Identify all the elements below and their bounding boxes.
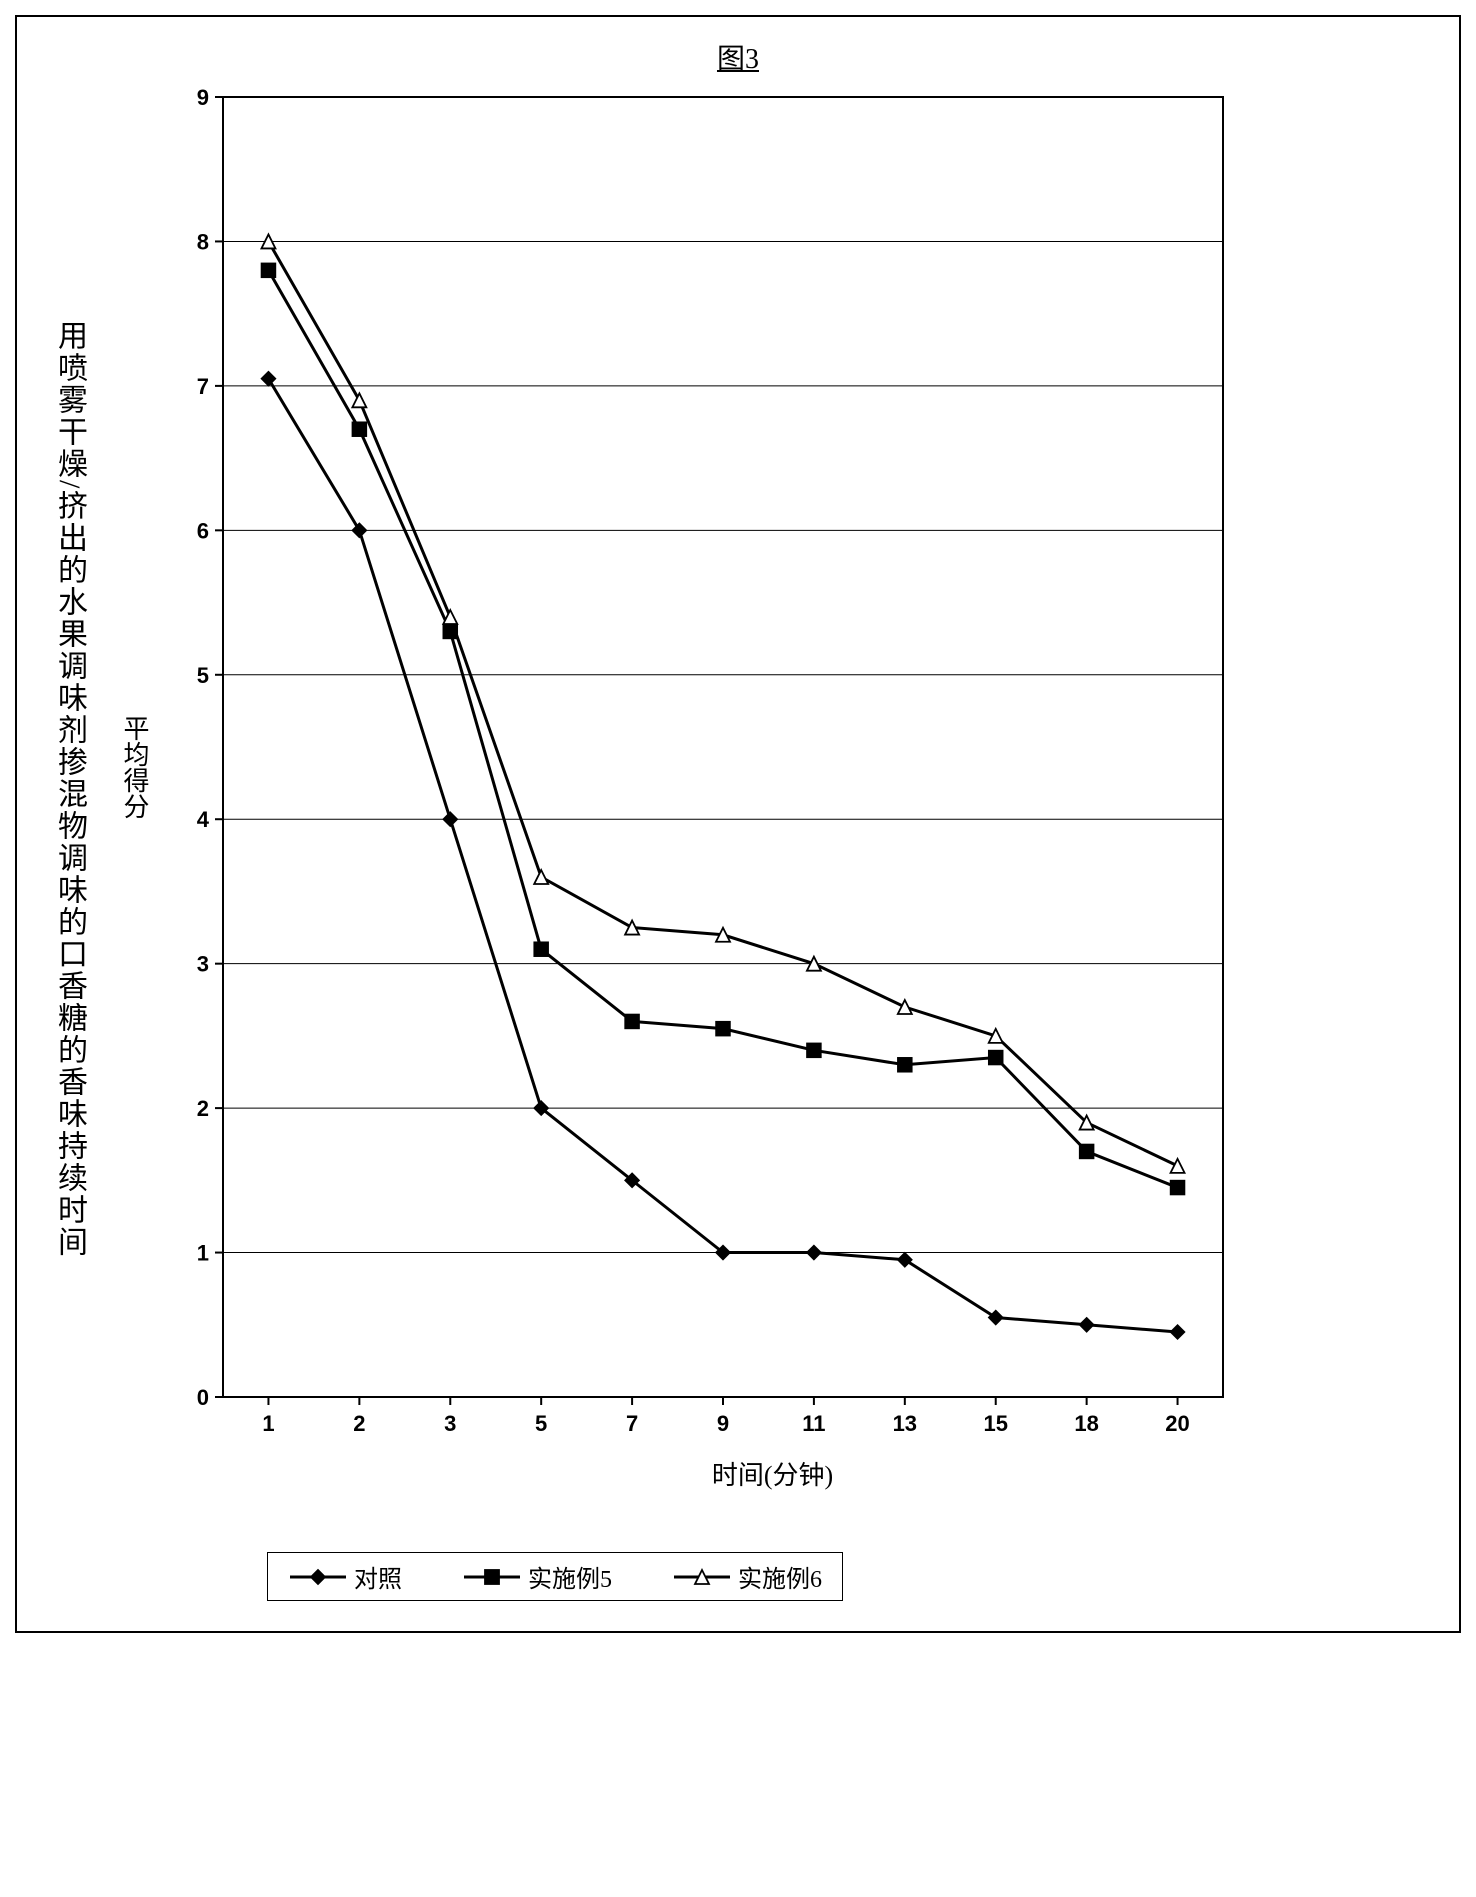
legend-item: 实施例6 [672,1559,822,1594]
legend-item: 实施例5 [462,1559,612,1594]
svg-text:11: 11 [802,1411,825,1436]
line-chart: 0 1 2 3 4 5 6 7 8 9 1 2 3 5 7 9 11 13 15 18 20 [163,87,1243,1447]
svg-text:20: 20 [1165,1411,1189,1436]
svg-text:0: 0 [197,1385,209,1410]
chart-container: 平均得分 0 1 2 3 4 5 6 7 8 9 1 2 3 5 7 9 11 13 15 18 20 时间(分钟) [116,87,1429,1492]
svg-text:7: 7 [197,374,209,399]
svg-text:2: 2 [353,1411,365,1436]
svg-text:7: 7 [626,1411,638,1436]
chart-row: 用喷雾干燥/挤出的水果调味剂掺混物调味的口香糖的香味持续时间 平均得分 0 1 2 3… [47,87,1429,1492]
figure-frame: 图3 用喷雾干燥/挤出的水果调味剂掺混物调味的口香糖的香味持续时间 平均得分 0… [15,15,1461,1633]
svg-text:15: 15 [983,1411,1007,1436]
svg-text:9: 9 [197,87,209,110]
legend-label: 实施例5 [528,1559,612,1594]
y-axis-label: 平均得分 [116,715,153,819]
svg-text:18: 18 [1074,1411,1098,1436]
legend-box: 对照 实施例5 实施例6 [267,1552,843,1601]
svg-text:9: 9 [717,1411,729,1436]
legend-container: 对照 实施例5 实施例6 [47,1552,1429,1601]
svg-text:5: 5 [535,1411,547,1436]
svg-text:6: 6 [197,518,209,543]
x-axis-label: 时间(分钟) [116,1455,1429,1492]
chart-block: 平均得分 0 1 2 3 4 5 6 7 8 9 1 2 3 5 7 9 11 13 15 18 20 [116,87,1429,1447]
square-icon [462,1565,522,1589]
figure-label: 图3 [47,37,1429,77]
svg-text:2: 2 [197,1096,209,1121]
svg-text:3: 3 [197,952,209,977]
legend-label: 对照 [354,1559,402,1594]
svg-text:5: 5 [197,663,209,688]
svg-text:1: 1 [197,1241,209,1266]
svg-text:8: 8 [197,229,209,254]
svg-text:3: 3 [444,1411,456,1436]
svg-text:4: 4 [197,807,210,832]
diamond-icon [288,1565,348,1589]
chart-title: 用喷雾干燥/挤出的水果调味剂掺混物调味的口香糖的香味持续时间 [47,320,91,1258]
svg-text:13: 13 [893,1411,917,1436]
legend-label: 实施例6 [738,1559,822,1594]
svg-text:1: 1 [262,1411,274,1436]
triangle-icon [672,1565,732,1589]
legend-item: 对照 [288,1559,402,1594]
